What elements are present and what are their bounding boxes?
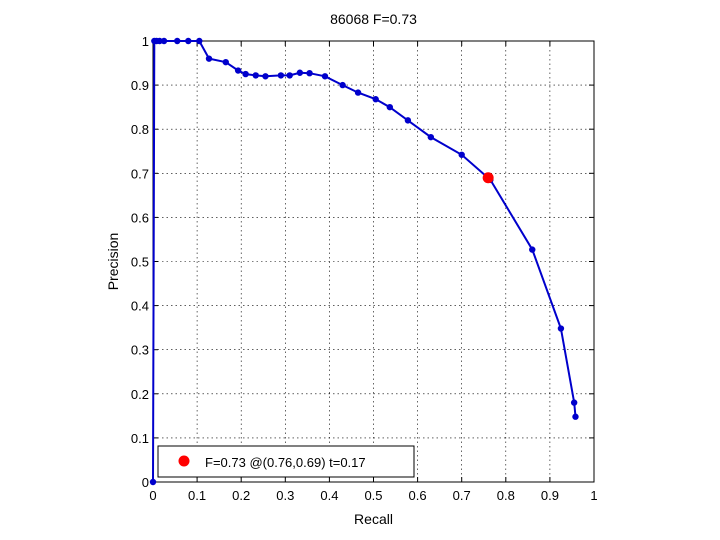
y-tick-label: 0.5: [131, 255, 149, 270]
series-point: [572, 413, 579, 420]
x-tick-label: 0.8: [497, 488, 515, 503]
series-point: [296, 69, 304, 76]
chart-title: 86068 F=0.73: [330, 11, 417, 27]
series-point: [386, 103, 394, 111]
x-tick-label: 0.6: [409, 488, 427, 503]
series-point: [252, 72, 259, 79]
ticks: 0 0.1 0.2 0.3 0.4 0.5 0.6 0.7 0.8 0.9 1 0 0.1 0.2 0.3 0…: [131, 34, 598, 503]
series-point: [185, 37, 192, 45]
best-f-point: [482, 172, 494, 184]
series-point: [354, 89, 362, 96]
y-tick-label: 0.1: [131, 431, 149, 446]
y-tick-label: 0.4: [131, 299, 149, 314]
series-point: [205, 55, 213, 62]
x-tick-label: 0: [149, 488, 156, 503]
x-tick-label: 0.2: [232, 488, 250, 503]
series-point: [372, 96, 379, 103]
y-tick-label: 0.7: [131, 166, 149, 181]
y-tick-label: 0: [142, 475, 149, 490]
grid: [153, 41, 594, 482]
series-point: [458, 151, 465, 158]
series-point: [262, 73, 269, 80]
series-point: [286, 72, 293, 79]
series-point: [149, 478, 157, 486]
series-point: [339, 81, 346, 89]
x-tick-label: 0.7: [453, 488, 471, 503]
series-point: [242, 70, 249, 78]
x-tick-label: 0.1: [188, 488, 206, 503]
series-point: [306, 69, 313, 77]
series-point: [529, 246, 536, 253]
series-point: [427, 133, 435, 141]
legend: F=0.73 @(0.76,0.69) t=0.17: [157, 445, 415, 478]
y-tick-label: 0.6: [131, 210, 149, 225]
series-point: [277, 72, 285, 79]
series-point: [234, 67, 242, 74]
legend-box: [157, 445, 415, 478]
series-point: [160, 37, 168, 45]
legend-text: F=0.73 @(0.76,0.69) t=0.17: [205, 455, 366, 470]
series-point: [196, 37, 203, 45]
x-tick-label: 1: [590, 488, 597, 503]
y-tick-label: 0.2: [131, 387, 149, 402]
series-point: [557, 325, 565, 332]
series-point: [404, 117, 412, 124]
x-axis-title: Recall: [354, 511, 393, 527]
y-tick-label: 0.3: [131, 343, 149, 358]
series-point: [321, 73, 329, 80]
y-axis-title: Precision: [105, 233, 121, 291]
x-tick-label: 0.4: [320, 488, 338, 503]
series-point: [570, 399, 578, 406]
highlight-layer: [482, 172, 494, 184]
series-point: [156, 37, 163, 45]
x-tick-label: 0.9: [541, 488, 559, 503]
y-tick-label: 0.8: [131, 122, 149, 137]
series-point: [222, 58, 229, 66]
x-tick-label: 0.3: [276, 488, 294, 503]
y-tick-label: 0.9: [131, 78, 149, 93]
y-tick-label: 1: [142, 34, 149, 49]
series-point: [174, 37, 181, 45]
legend-marker: [178, 455, 190, 467]
x-tick-label: 0.5: [364, 488, 382, 503]
